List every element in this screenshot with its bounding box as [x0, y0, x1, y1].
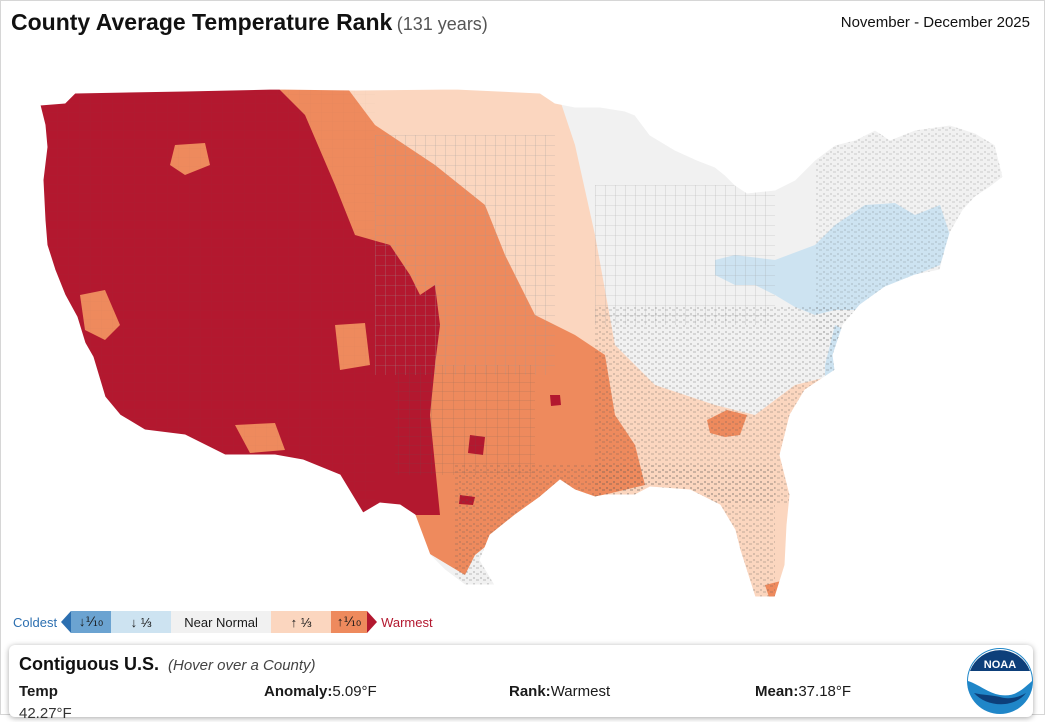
rank-stat: Rank:Warmest: [509, 683, 610, 700]
hover-hint: (Hover over a County): [168, 657, 316, 674]
legend-much-above: ↑⅒: [331, 611, 368, 633]
partial-temp-value: 42.27°F: [19, 705, 72, 722]
anomaly-stat: Anomaly:5.09°F: [264, 683, 377, 700]
noaa-logo: NOAA: [967, 648, 1033, 714]
east-county-lines: [595, 305, 895, 505]
years-subtitle: (131 years): [396, 14, 488, 34]
northeast-county-lines: [815, 125, 1003, 345]
us-outline: [39, 88, 1004, 598]
legend-coldest-label: Coldest: [13, 614, 58, 630]
mean-value: 37.18°F: [798, 683, 852, 700]
west-county-lines: [40, 89, 375, 505]
midwest-county-grid: [595, 185, 775, 325]
rank-value: Warmest: [550, 683, 611, 700]
period-label: November - December 2025: [840, 14, 1030, 31]
legend: Coldest ↓⅒ ↓ ⅓ Near Normal ↑ ⅓ ↑⅒ Warmes…: [9, 611, 437, 633]
county-fill-layer[interactable]: [35, 85, 1010, 610]
legend-above: ↑ ⅓: [271, 611, 332, 633]
temp-label: Temp: [19, 683, 58, 700]
southern-plains-county-grid: [395, 365, 535, 475]
legend-much-below: ↓⅒: [71, 611, 112, 633]
map-svg[interactable]: [35, 85, 1010, 610]
legend-warmest-label: Warmest: [381, 614, 433, 630]
warmest-arrow-icon: [367, 611, 378, 633]
page-title: County Average Temperature Rank: [11, 9, 393, 35]
noaa-logo-text: NOAA: [984, 659, 1016, 671]
mean-stat: Mean:37.18°F: [755, 683, 851, 700]
arkansas-record-patch[interactable]: [550, 395, 561, 406]
title-block: County Average Temperature Rank (131 yea…: [11, 8, 531, 40]
mean-label: Mean:: [755, 683, 799, 700]
legend-below: ↓ ⅓: [111, 611, 172, 633]
coldest-arrow-icon: [61, 611, 72, 633]
info-panel-title: Contiguous U.S. (Hover over a County): [19, 654, 316, 675]
legend-near-normal: Near Normal: [171, 611, 272, 633]
anomaly-value: 5.09°F: [332, 683, 377, 700]
region-name: Contiguous U.S.: [19, 654, 159, 674]
anomaly-label: Anomaly:: [264, 683, 333, 700]
plains-county-grid: [375, 135, 555, 375]
rank-label: Rank:: [509, 683, 551, 700]
us-county-map[interactable]: [35, 85, 1010, 610]
info-panel: Contiguous U.S. (Hover over a County) Te…: [9, 645, 1033, 722]
